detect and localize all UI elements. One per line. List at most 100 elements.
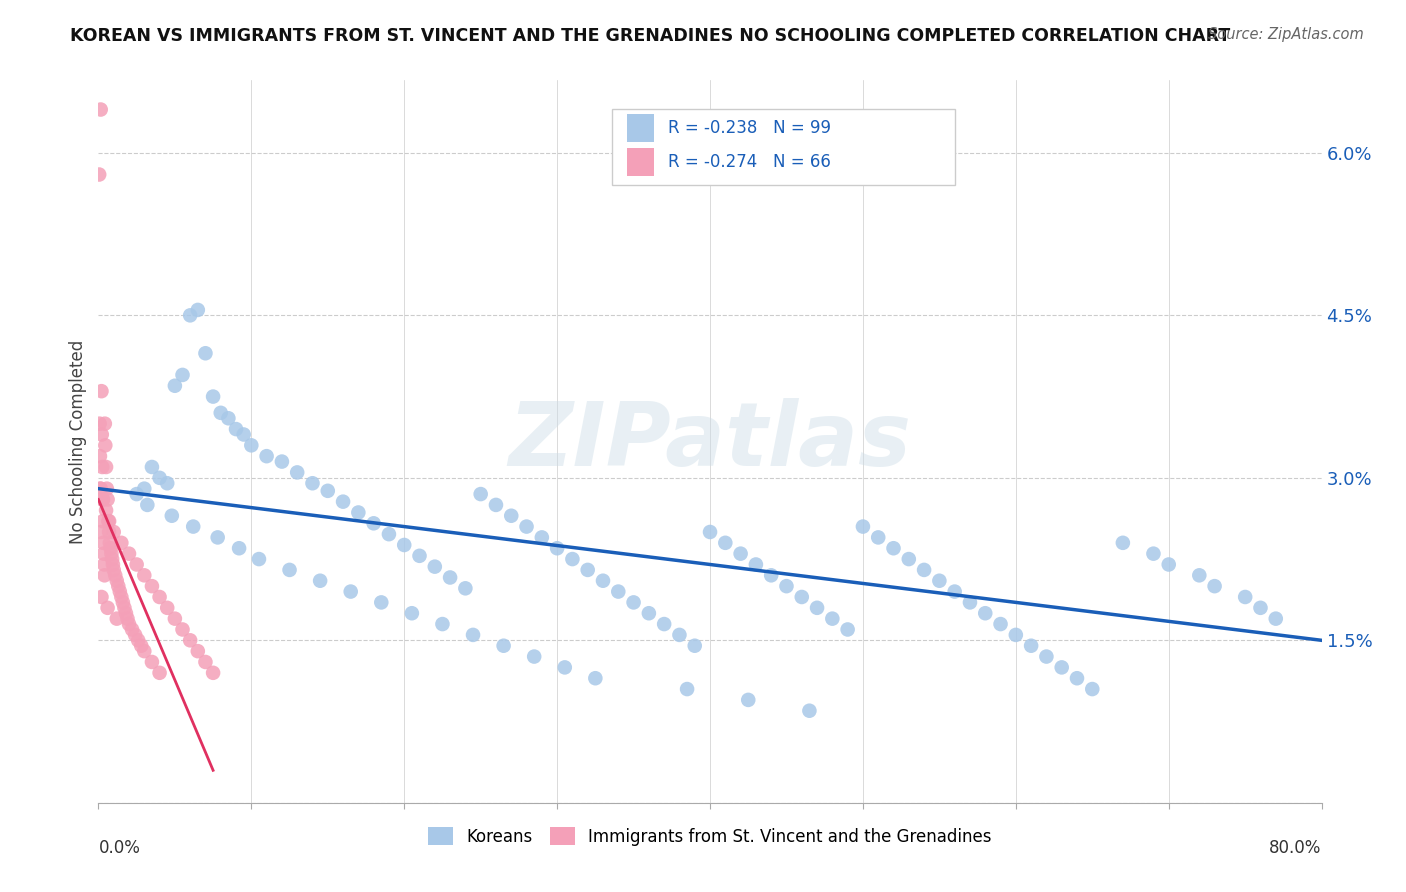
Point xyxy=(207,530,229,544)
Point xyxy=(501,508,523,523)
Point xyxy=(94,460,117,475)
Point xyxy=(1250,600,1272,615)
Point xyxy=(100,541,122,556)
Point xyxy=(714,536,737,550)
Point xyxy=(98,524,121,539)
Point xyxy=(607,584,630,599)
Point xyxy=(194,655,217,669)
Point xyxy=(112,600,135,615)
Point xyxy=(187,644,209,658)
Point xyxy=(775,579,797,593)
Point xyxy=(668,628,690,642)
Point xyxy=(990,617,1012,632)
Point xyxy=(959,595,981,609)
Point xyxy=(256,449,278,463)
Point xyxy=(676,681,699,696)
Point xyxy=(683,639,706,653)
Point xyxy=(96,482,118,496)
Point xyxy=(1050,660,1073,674)
Point xyxy=(761,568,783,582)
Point xyxy=(134,568,156,582)
Point xyxy=(576,563,599,577)
Point xyxy=(136,498,159,512)
Point xyxy=(1019,639,1042,653)
Point xyxy=(516,519,538,533)
Point xyxy=(225,422,247,436)
Point xyxy=(94,503,117,517)
Point xyxy=(637,606,661,620)
Point xyxy=(485,498,508,512)
Point xyxy=(363,516,385,531)
Point xyxy=(837,623,859,637)
Point xyxy=(232,427,254,442)
Point xyxy=(91,536,114,550)
Point xyxy=(530,530,553,544)
Point xyxy=(370,595,392,609)
Point xyxy=(1157,558,1180,572)
Point xyxy=(90,384,112,399)
Point xyxy=(309,574,332,588)
Y-axis label: No Schooling Completed: No Schooling Completed xyxy=(69,340,87,543)
FancyBboxPatch shape xyxy=(612,109,955,185)
Point xyxy=(125,558,148,572)
Point xyxy=(94,417,117,431)
Point xyxy=(111,595,134,609)
Point xyxy=(118,547,141,561)
Point xyxy=(974,606,997,620)
Point xyxy=(89,168,111,182)
Point xyxy=(108,584,131,599)
Point xyxy=(134,644,156,658)
Point xyxy=(408,549,430,563)
Point xyxy=(1081,681,1104,696)
Point xyxy=(1234,590,1257,604)
Point xyxy=(110,536,132,550)
Legend: Koreans, Immigrants from St. Vincent and the Grenadines: Koreans, Immigrants from St. Vincent and… xyxy=(422,821,998,852)
Point xyxy=(91,460,114,475)
Point xyxy=(821,612,844,626)
Point xyxy=(172,368,194,382)
Point xyxy=(228,541,250,556)
Point xyxy=(1035,649,1057,664)
Point xyxy=(461,628,484,642)
Point xyxy=(101,552,124,566)
Point xyxy=(149,665,172,680)
Point xyxy=(141,460,163,475)
Point xyxy=(278,563,301,577)
Point xyxy=(91,492,114,507)
Point xyxy=(454,582,477,596)
Point xyxy=(100,547,122,561)
Point xyxy=(103,524,125,539)
Point xyxy=(240,438,263,452)
Point xyxy=(523,649,546,664)
FancyBboxPatch shape xyxy=(627,114,654,142)
Point xyxy=(316,483,339,498)
Point xyxy=(928,574,950,588)
Point xyxy=(1204,579,1226,593)
Point xyxy=(209,406,232,420)
Point xyxy=(285,466,308,480)
Point xyxy=(187,302,209,317)
Point xyxy=(737,693,759,707)
Point xyxy=(90,427,112,442)
Point xyxy=(89,449,111,463)
Point xyxy=(912,563,935,577)
Point xyxy=(432,617,454,632)
Point xyxy=(89,417,111,431)
Point xyxy=(745,558,768,572)
Point xyxy=(332,494,354,508)
Point xyxy=(339,584,361,599)
Point xyxy=(1004,628,1026,642)
Point xyxy=(1142,547,1164,561)
Point xyxy=(423,559,446,574)
Point xyxy=(561,552,583,566)
Point xyxy=(107,579,129,593)
Point xyxy=(554,660,576,674)
Point xyxy=(129,639,152,653)
Point xyxy=(194,346,217,360)
Point xyxy=(98,514,121,528)
Point xyxy=(1066,671,1088,685)
Point xyxy=(730,547,752,561)
Point xyxy=(492,639,515,653)
Point xyxy=(127,633,149,648)
Point xyxy=(1188,568,1211,582)
